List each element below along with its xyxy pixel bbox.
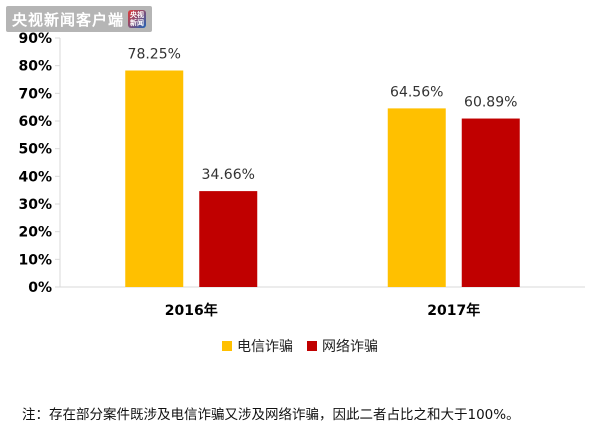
y-tick-label: 20% bbox=[18, 225, 52, 241]
y-tick-label: 30% bbox=[18, 197, 52, 213]
bar bbox=[387, 108, 446, 287]
x-category-label: 2017年 bbox=[427, 302, 480, 319]
y-tick-label: 80% bbox=[18, 59, 52, 75]
legend-item-internet-fraud: 网络诈骗 bbox=[307, 336, 378, 356]
y-tick-label: 0% bbox=[28, 280, 52, 296]
y-tick-label: 60% bbox=[18, 114, 52, 130]
y-tick-label: 90% bbox=[18, 31, 52, 47]
y-tick-label: 40% bbox=[18, 169, 52, 185]
bar bbox=[125, 70, 184, 287]
bar bbox=[199, 191, 258, 287]
chart-legend: 电信诈骗 网络诈骗 bbox=[0, 336, 600, 356]
watermark-text: 央视新闻客户端 bbox=[12, 10, 125, 29]
data-label: 64.56% bbox=[390, 84, 443, 100]
data-label: 60.89% bbox=[464, 95, 517, 111]
data-label: 34.66% bbox=[202, 167, 255, 183]
footnote: 注：存在部分案件既涉及电信诈骗又涉及网络诈骗，因此二者占比之和大于100%。 bbox=[22, 407, 520, 423]
legend-label-telecom-fraud: 电信诈骗 bbox=[237, 339, 293, 355]
bar bbox=[461, 118, 520, 288]
cctv-news-logo-icon: 央视新闻 bbox=[128, 10, 147, 28]
y-tick-label: 70% bbox=[18, 86, 52, 102]
y-tick-label: 50% bbox=[18, 142, 52, 158]
legend-swatch-internet-fraud bbox=[307, 341, 317, 351]
source-watermark: 央视新闻客户端 央视新闻 bbox=[6, 6, 153, 32]
x-category-label: 2016年 bbox=[165, 302, 218, 319]
data-label: 78.25% bbox=[128, 47, 181, 63]
legend-swatch-telecom-fraud bbox=[222, 341, 232, 351]
y-tick-label: 10% bbox=[18, 252, 52, 268]
legend-label-internet-fraud: 网络诈骗 bbox=[322, 339, 378, 355]
legend-item-telecom-fraud: 电信诈骗 bbox=[222, 336, 293, 356]
